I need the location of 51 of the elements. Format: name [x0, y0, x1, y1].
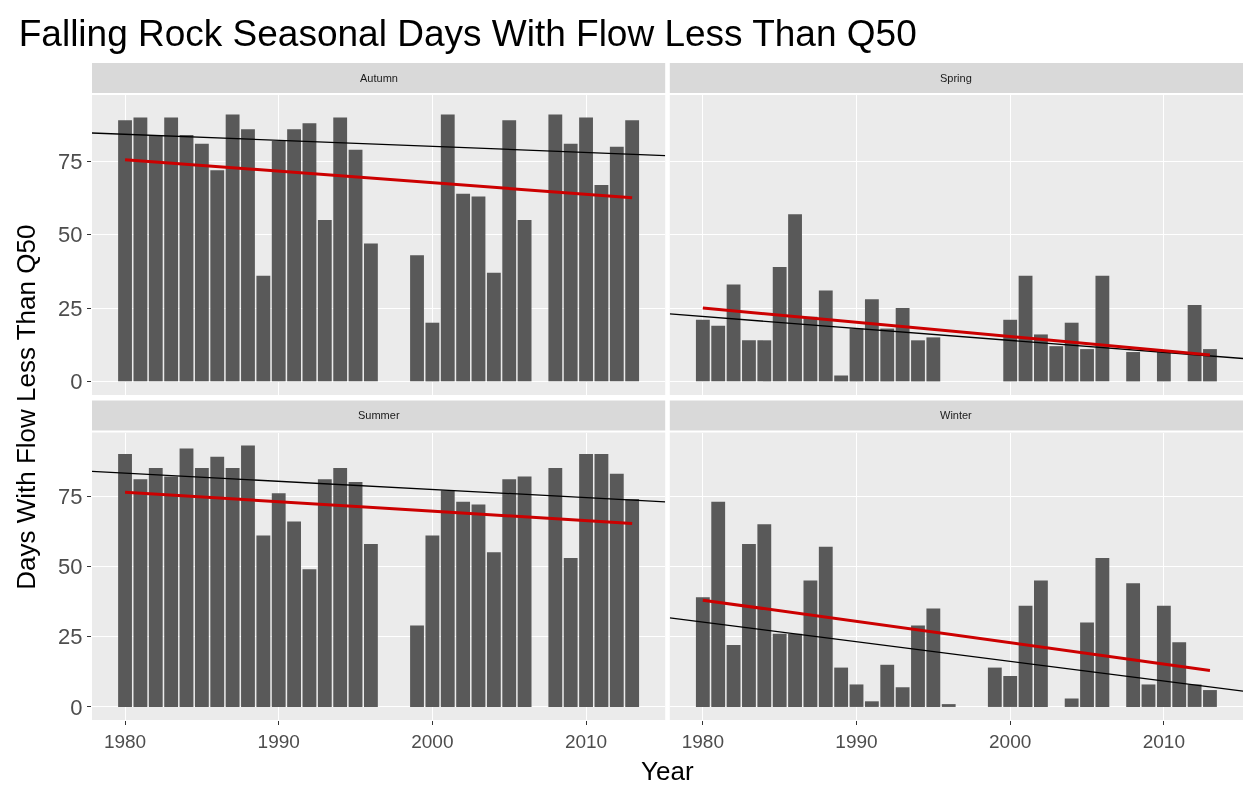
y-tick-label: 50	[58, 554, 83, 580]
bar	[517, 220, 532, 382]
bar	[594, 184, 609, 382]
x-tick-label: 2000	[411, 730, 454, 752]
bar	[1018, 275, 1033, 382]
y-tick-label: 0	[70, 369, 83, 395]
x-tick-label: 2000	[989, 730, 1032, 752]
bar	[471, 196, 486, 382]
bar	[1141, 684, 1156, 707]
chart-subtitle: Autumn	[360, 72, 398, 84]
chart-title: Falling Rock Seasonal Days With Flow Less Than Q50	[18, 12, 917, 54]
bar	[348, 149, 363, 382]
bar	[1018, 605, 1033, 707]
x-tick-label: 2010	[564, 730, 608, 752]
bar	[364, 243, 378, 382]
bar	[1126, 583, 1141, 707]
y-axis-title: Days With Flow Less Than Q50	[10, 224, 41, 590]
y-tick-label: 25	[58, 624, 83, 650]
chart-subtitle: Summer	[358, 409, 400, 421]
bar	[1156, 352, 1171, 382]
y-tick-label: 25	[58, 295, 83, 321]
bar	[1034, 580, 1048, 707]
bar	[594, 454, 609, 707]
bar	[348, 482, 363, 707]
bar	[302, 569, 317, 707]
bar	[302, 123, 317, 382]
x-tick-label: 2010	[1142, 730, 1185, 752]
x-tick-label: 1990	[257, 730, 300, 752]
bar	[849, 328, 864, 382]
y-tick-label: 50	[58, 222, 83, 248]
y-tick-label: 75	[58, 483, 83, 509]
x-tick-label: 1980	[681, 730, 724, 752]
y-tick-label: 75	[58, 149, 83, 175]
bar	[517, 476, 532, 707]
bar	[548, 114, 563, 382]
bar	[471, 504, 486, 707]
chart-subtitle: Spring	[940, 72, 972, 84]
bar	[179, 448, 194, 707]
x-tick-label: 1980	[103, 730, 147, 752]
bar	[179, 135, 194, 382]
bar	[364, 543, 378, 707]
bar	[726, 645, 741, 707]
bar	[1126, 352, 1141, 382]
bar	[941, 704, 956, 707]
bar	[1003, 319, 1018, 382]
x-tick-label: 1990	[835, 730, 878, 752]
x-axis-title: Year	[641, 756, 694, 786]
chart-subtitle: Winter	[940, 409, 973, 421]
bar	[849, 684, 864, 707]
bar	[548, 468, 563, 707]
y-tick-label: 0	[70, 694, 83, 720]
